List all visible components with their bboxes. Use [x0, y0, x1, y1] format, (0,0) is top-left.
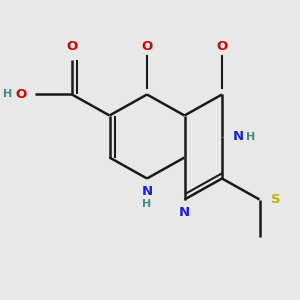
Text: H: H	[142, 199, 152, 209]
Text: O: O	[15, 88, 27, 101]
Text: H: H	[4, 89, 13, 100]
Text: O: O	[216, 40, 228, 53]
Text: N: N	[179, 206, 190, 219]
Text: S: S	[271, 193, 281, 206]
Text: O: O	[141, 40, 153, 53]
Text: N: N	[141, 184, 153, 198]
Text: O: O	[66, 40, 78, 53]
Text: N: N	[233, 130, 244, 143]
Text: H: H	[246, 131, 255, 142]
